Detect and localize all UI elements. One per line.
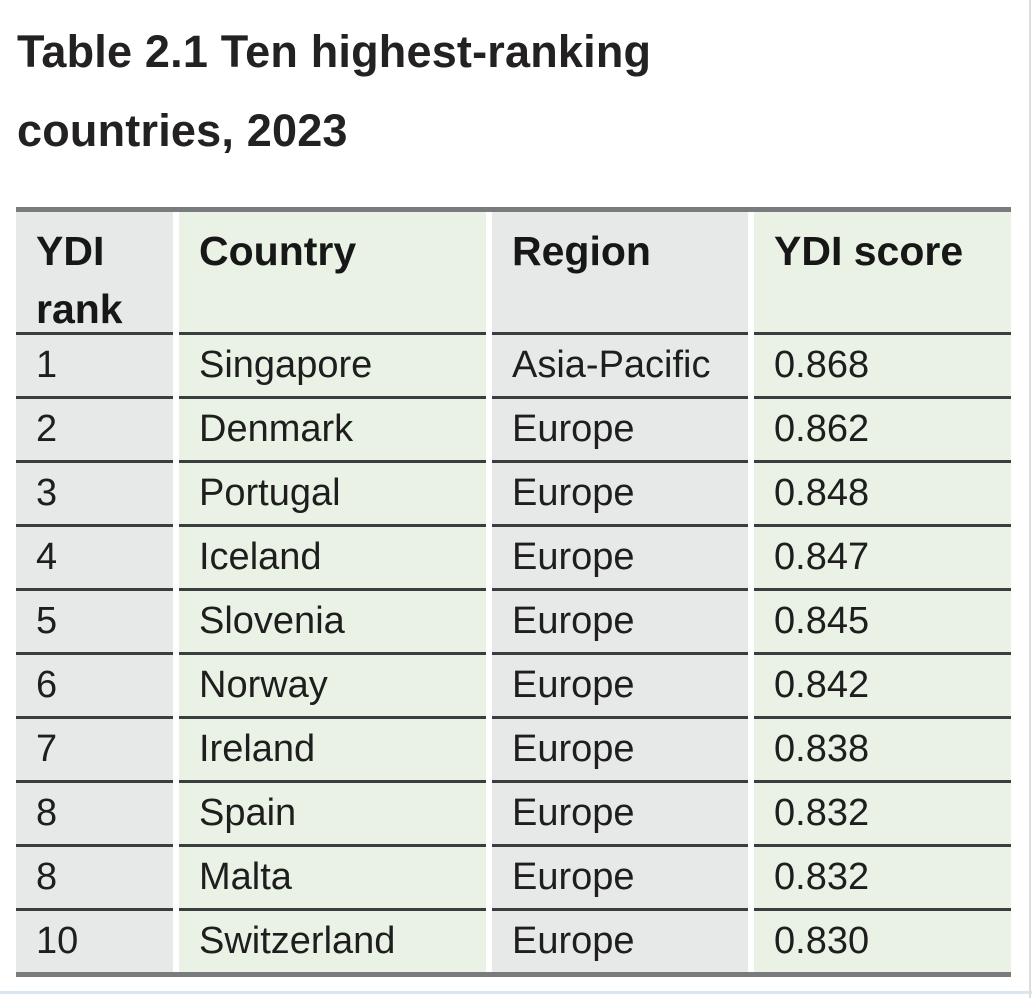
cell-region: Europe bbox=[492, 655, 748, 719]
header-cell-country: Country bbox=[179, 212, 486, 335]
cell-rank: 6 bbox=[16, 655, 173, 719]
page-edge-line bbox=[1029, 0, 1031, 998]
cell-score: 0.848 bbox=[754, 463, 1011, 527]
cell-rank: 8 bbox=[16, 847, 173, 911]
cell-region: Europe bbox=[492, 399, 748, 463]
cell-score: 0.842 bbox=[754, 655, 1011, 719]
cell-region: Europe bbox=[492, 847, 748, 911]
cell-country: Iceland bbox=[179, 527, 486, 591]
page-footer-rule bbox=[0, 991, 1032, 994]
cell-rank: 1 bbox=[16, 335, 173, 399]
cell-region: Europe bbox=[492, 591, 748, 655]
header-cell-region: Region bbox=[492, 212, 748, 335]
cell-country: Malta bbox=[179, 847, 486, 911]
cell-region: Europe bbox=[492, 527, 748, 591]
cell-score: 0.838 bbox=[754, 719, 1011, 783]
cell-country: Singapore bbox=[179, 335, 486, 399]
cell-country: Portugal bbox=[179, 463, 486, 527]
cell-country: Ireland bbox=[179, 719, 486, 783]
table-title: Table 2.1 Ten highest-ranking countries,… bbox=[17, 12, 651, 170]
cell-region: Asia-Pacific bbox=[492, 335, 748, 399]
header-cell-rank: YDI rank bbox=[16, 212, 173, 335]
cell-score: 0.845 bbox=[754, 591, 1011, 655]
cell-country: Switzerland bbox=[179, 911, 486, 972]
cell-score: 0.862 bbox=[754, 399, 1011, 463]
table-bottom-border bbox=[16, 972, 1011, 977]
cell-score: 0.868 bbox=[754, 335, 1011, 399]
cell-country: Slovenia bbox=[179, 591, 486, 655]
cell-rank: 7 bbox=[16, 719, 173, 783]
cell-rank: 3 bbox=[16, 463, 173, 527]
cell-score: 0.830 bbox=[754, 911, 1011, 972]
cell-region: Europe bbox=[492, 463, 748, 527]
table-title-line-2: countries, 2023 bbox=[17, 105, 348, 156]
cell-region: Europe bbox=[492, 783, 748, 847]
cell-score: 0.832 bbox=[754, 783, 1011, 847]
cell-score: 0.832 bbox=[754, 847, 1011, 911]
cell-rank: 10 bbox=[16, 911, 173, 972]
cell-rank: 4 bbox=[16, 527, 173, 591]
cell-country: Denmark bbox=[179, 399, 486, 463]
table-grid: YDI rank Country Region YDI score 1 Sing… bbox=[16, 212, 1011, 972]
cell-rank: 8 bbox=[16, 783, 173, 847]
header-cell-score: YDI score bbox=[754, 212, 1011, 335]
ranking-table: YDI rank Country Region YDI score 1 Sing… bbox=[16, 207, 1011, 977]
cell-region: Europe bbox=[492, 911, 748, 972]
cell-region: Europe bbox=[492, 719, 748, 783]
cell-rank: 2 bbox=[16, 399, 173, 463]
cell-country: Norway bbox=[179, 655, 486, 719]
cell-rank: 5 bbox=[16, 591, 173, 655]
table-top-border bbox=[16, 207, 1011, 212]
cell-score: 0.847 bbox=[754, 527, 1011, 591]
cell-country: Spain bbox=[179, 783, 486, 847]
table-title-line-1: Table 2.1 Ten highest-ranking bbox=[17, 26, 652, 77]
